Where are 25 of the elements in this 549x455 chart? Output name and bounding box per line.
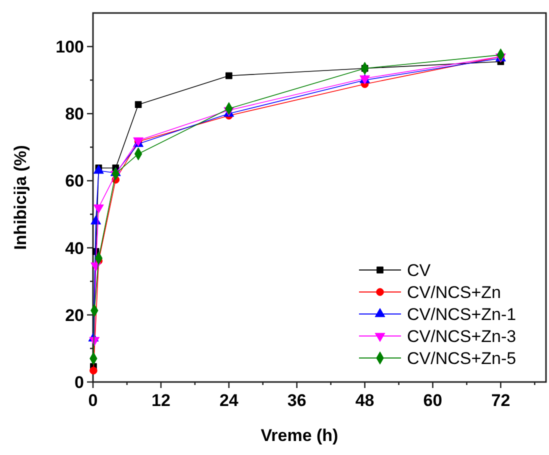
y-tick-label: 60 bbox=[65, 172, 84, 191]
legend-label: CV/NCS+Zn bbox=[407, 283, 501, 302]
point bbox=[225, 72, 232, 80]
y-tick-label: 20 bbox=[65, 306, 84, 325]
y-tick-label: 0 bbox=[74, 373, 84, 392]
x-tick-label: 12 bbox=[151, 391, 170, 410]
y-tick-label: 80 bbox=[65, 104, 84, 124]
point bbox=[93, 204, 104, 214]
legend-label: CV/NCS+Zn-1 bbox=[407, 305, 516, 324]
point bbox=[90, 366, 98, 374]
legend-label: CV/NCS+Zn-5 bbox=[407, 349, 516, 368]
x-tick-label: 72 bbox=[491, 391, 510, 410]
x-tick-label: 60 bbox=[423, 391, 442, 410]
y-axis-title: Inhibicija (%) bbox=[11, 145, 30, 250]
y-tick-label: 40 bbox=[65, 238, 84, 258]
legend-label: CV/NCS+Zn-3 bbox=[407, 327, 516, 346]
point bbox=[89, 336, 100, 346]
x-tick-label: 0 bbox=[88, 391, 98, 410]
legend-label: CV bbox=[407, 261, 432, 280]
x-tick-label: 48 bbox=[355, 391, 374, 410]
x-tick-label: 36 bbox=[287, 391, 306, 410]
point bbox=[134, 101, 142, 108]
x-tick-label: 24 bbox=[219, 391, 239, 410]
x-axis-title: Vreme (h) bbox=[260, 426, 338, 445]
y-tick-label: 100 bbox=[56, 38, 84, 57]
